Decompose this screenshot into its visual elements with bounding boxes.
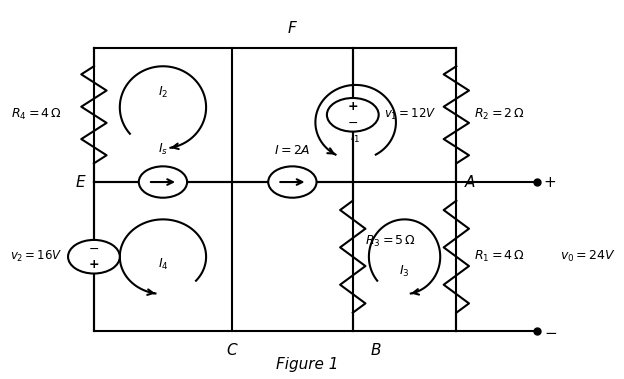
Text: C: C — [227, 343, 237, 358]
Text: $R_3 = 5\,\Omega$: $R_3 = 5\,\Omega$ — [366, 234, 416, 249]
Text: F: F — [288, 21, 297, 36]
Text: +: + — [544, 175, 557, 190]
Text: $-$: $-$ — [89, 242, 99, 255]
Circle shape — [327, 98, 379, 132]
Text: $-$: $-$ — [347, 116, 358, 129]
Text: $R_2 = 2\,\Omega$: $R_2 = 2\,\Omega$ — [474, 107, 525, 122]
Text: E: E — [76, 175, 85, 190]
Text: Figure 1: Figure 1 — [276, 357, 338, 373]
Text: $R_1 = 4\,\Omega$: $R_1 = 4\,\Omega$ — [474, 249, 525, 264]
Text: +: + — [89, 258, 99, 271]
Text: $R_4 = 4\,\Omega$: $R_4 = 4\,\Omega$ — [11, 107, 62, 122]
Text: $I_3$: $I_3$ — [399, 264, 410, 279]
Text: $v_2 = 16V$: $v_2 = 16V$ — [9, 249, 62, 264]
Text: +: + — [348, 100, 358, 113]
Circle shape — [268, 166, 316, 198]
Text: $v_1 = 12V$: $v_1 = 12V$ — [384, 107, 437, 122]
Text: $I = 2A$: $I = 2A$ — [274, 144, 311, 157]
Text: $I_s$: $I_s$ — [158, 142, 168, 157]
Text: $I_2$: $I_2$ — [158, 85, 168, 100]
Text: A: A — [465, 175, 475, 190]
Circle shape — [139, 166, 187, 198]
Text: $-$: $-$ — [544, 324, 557, 339]
Text: $I_1$: $I_1$ — [351, 130, 361, 145]
Circle shape — [68, 240, 120, 274]
Text: $I_4$: $I_4$ — [158, 257, 168, 272]
Text: B: B — [371, 343, 381, 358]
Text: $v_0 = 24V$: $v_0 = 24V$ — [560, 249, 616, 264]
